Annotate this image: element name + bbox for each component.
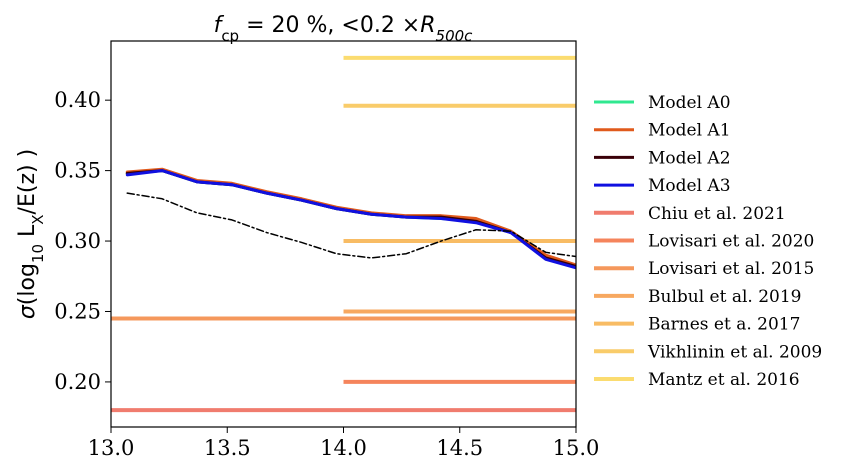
legend-label: Model A1	[648, 121, 731, 141]
plot-frame	[110, 40, 577, 428]
y-tick-label: 0.40	[54, 88, 101, 112]
series-line-model-a2	[125, 169, 576, 268]
legend-label: Model A0	[648, 93, 731, 113]
y-tick-label: 0.20	[54, 370, 101, 394]
legend-label: Chiu et al. 2021	[648, 204, 786, 224]
series-line-model-a0	[125, 169, 576, 268]
y-axis-label: σ(log10 LX/E(z) )	[15, 149, 47, 319]
legend: Model A0 Model A1 Model A2 Model A3 Chiu et …	[594, 93, 822, 390]
x-tick-label: 13.0	[88, 436, 135, 460]
series-line-dashdot	[126, 192, 576, 259]
chart-title: fcp = 20 %, <0.2 ×R500c	[214, 13, 474, 45]
x-tick-label: 14.5	[436, 436, 483, 460]
x-tick-label: 15.0	[553, 436, 600, 460]
x-tick-label: 13.5	[204, 436, 251, 460]
y-tick-label: 0.30	[54, 229, 101, 253]
series-line-model-a3	[125, 169, 576, 270]
legend-label: Model A2	[648, 148, 731, 168]
y-tick-label: 0.25	[54, 299, 101, 323]
legend-label: Mantz et al. 2016	[648, 370, 800, 390]
legend-label: Lovisari et al. 2020	[648, 232, 814, 252]
series-line-model-a1	[125, 167, 576, 267]
legend-label: Barnes et a. 2017	[648, 315, 800, 335]
y-tick-label: 0.35	[54, 159, 101, 183]
legend-label: Bulbul et al. 2019	[648, 287, 802, 307]
legend-label: Vikhlinin et al. 2009	[647, 342, 822, 362]
legend-label: Lovisari et al. 2015	[648, 259, 814, 279]
x-tick-label: 14.0	[320, 436, 367, 460]
legend-label: Model A3	[648, 176, 731, 196]
